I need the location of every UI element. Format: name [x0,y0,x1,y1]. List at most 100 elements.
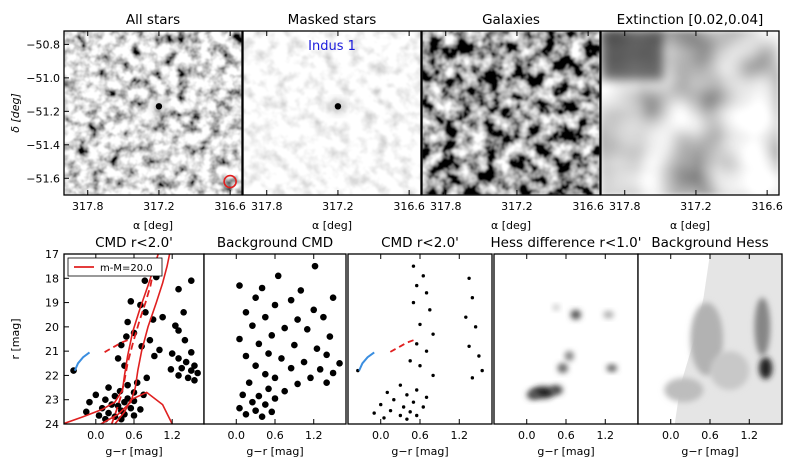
star-point [168,350,176,357]
star-point [291,341,298,349]
star-point [385,390,389,395]
star-point [142,308,149,316]
star-point [124,381,131,389]
y-tick-label: 23 [45,394,59,407]
panel-title: Background CMD [217,235,333,251]
star-point [431,373,435,378]
star-point [467,276,471,280]
star-point [249,322,256,329]
star-point [418,364,422,368]
x-tick-label: 1.2 [305,429,323,442]
cmd-panel-3 [348,254,492,424]
x-tick-label: 317.8 [72,200,104,213]
x-tick-label: 1.2 [741,429,759,442]
panel-frame [600,30,780,196]
star-point [467,344,471,348]
legend-box [67,257,163,277]
star-point [313,345,321,353]
star-point [262,313,269,321]
panel-title: Galaxies [482,12,540,28]
hess-bin [603,311,614,319]
star-point [415,413,419,418]
y-tick-label: −51.4 [26,139,60,152]
y-axis-label: r [mag] [9,318,22,359]
star-point [415,283,419,288]
star-point [477,354,481,358]
star-point [236,335,243,343]
x-tick-label: 317.2 [143,200,175,213]
star-point [252,294,259,302]
x-tick-label: 1.2 [451,429,469,442]
star-point [323,379,330,387]
y-tick-label: 21 [45,345,59,358]
hess-bin [549,385,563,395]
star-point [121,398,128,406]
panel-bg [348,254,492,424]
star-point [175,355,182,362]
star-point [123,333,130,340]
hess-bin [526,390,540,400]
star-point [424,291,429,295]
y-tick-label: 18 [45,272,59,285]
x-tick-label: 0.0 [87,429,105,442]
star-point [421,274,425,278]
star-point [191,362,198,370]
star-point [297,287,305,294]
hess-bin [759,357,773,380]
star-point [178,364,186,372]
x-tick-label: 317.8 [251,200,283,213]
star-point [172,322,179,329]
y-tick-label: 22 [45,369,59,382]
x-axis-label: α [deg] [312,219,352,232]
star-point [470,296,475,300]
star-point [398,383,403,387]
cmd-panel-4 [494,254,638,424]
panel-title: Background Hess [651,235,768,251]
star-point [187,277,195,285]
star-point [372,411,376,415]
star-point [415,342,419,346]
x-tick-label: 0.6 [701,429,719,442]
star-point [265,350,272,357]
star-point [102,396,109,404]
star-point [137,406,144,413]
x-axis-label: g−r [mag] [246,445,303,458]
star-point [114,402,122,410]
star-point [258,413,266,421]
star-point [480,368,484,373]
hess-bin [606,364,618,372]
star-point [258,284,266,292]
x-tick-label: 0.6 [557,429,575,442]
star-point [278,355,285,362]
hess-bin [664,377,704,403]
star-point [255,392,263,400]
star-point [336,359,343,367]
star-point [382,416,386,420]
x-tick-label: 317.2 [680,200,712,213]
star-point [268,408,276,416]
star-point [151,352,158,360]
star-point [262,401,269,408]
star-point [143,374,151,382]
y-tick-label: 17 [45,248,59,261]
star-point [167,366,175,373]
star-point [310,306,318,314]
star-point [268,332,276,339]
star-point [194,369,201,377]
star-point [141,277,149,285]
x-tick-label: 317.2 [322,200,354,213]
hess-bin [557,363,568,373]
x-tick-label: 0.0 [372,429,390,442]
x-tick-label: 1.2 [163,429,181,442]
star-point [398,413,403,418]
star-point [175,327,182,334]
x-axis-label: g−r [mag] [681,445,738,458]
hess-bin [754,297,771,356]
star-point [111,392,119,400]
star-point [415,388,419,392]
star-point [323,351,330,359]
overdensity-halo [331,100,344,113]
star-point [329,369,337,377]
star-point [392,398,396,402]
